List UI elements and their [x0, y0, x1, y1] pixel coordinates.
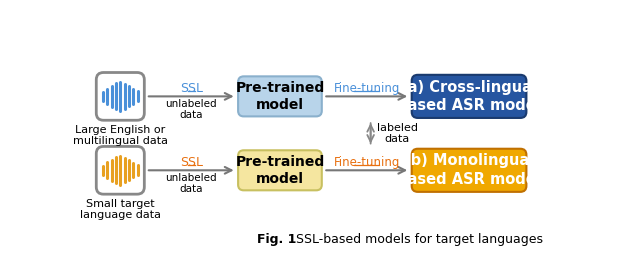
Text: (a) Cross-lingual
based ASR model: (a) Cross-lingual based ASR model: [397, 79, 541, 113]
Text: SSL-based models for target languages: SSL-based models for target languages: [288, 233, 543, 246]
Text: Fine-tuning: Fine-tuning: [333, 82, 400, 95]
Text: Pre-trained
model: Pre-trained model: [236, 155, 324, 186]
Text: unlabeled
data: unlabeled data: [165, 173, 217, 194]
FancyBboxPatch shape: [96, 73, 145, 120]
Text: labeled
data: labeled data: [377, 122, 418, 144]
FancyBboxPatch shape: [412, 149, 527, 192]
Text: unlabeled
data: unlabeled data: [165, 99, 217, 120]
Text: Large English or
multilingual data: Large English or multilingual data: [73, 125, 168, 147]
Text: Fig. 1: Fig. 1: [257, 233, 296, 246]
Text: Pre-trained
model: Pre-trained model: [236, 81, 324, 112]
Text: (b) Monolingual
based ASR model: (b) Monolingual based ASR model: [397, 153, 541, 187]
FancyBboxPatch shape: [238, 150, 322, 190]
Text: SSL: SSL: [180, 156, 203, 169]
Text: Small target
language data: Small target language data: [80, 199, 161, 220]
Text: Fine-tuning: Fine-tuning: [333, 156, 400, 169]
FancyBboxPatch shape: [96, 147, 145, 194]
FancyBboxPatch shape: [238, 76, 322, 116]
Text: SSL: SSL: [180, 82, 203, 95]
FancyBboxPatch shape: [412, 75, 527, 118]
